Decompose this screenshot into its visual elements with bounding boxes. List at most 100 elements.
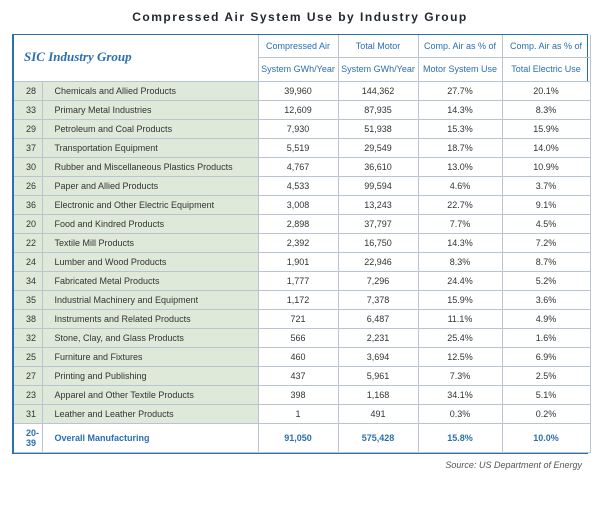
header-pct-electric-2: Total Electric Use [502, 58, 590, 81]
header-total-motor-2: System GWh/Year [338, 58, 418, 81]
table-row: 34Fabricated Metal Products1,7777,29624.… [14, 271, 590, 290]
cell-comp-air: 2,392 [258, 233, 338, 252]
cell-comp-air: 4,767 [258, 157, 338, 176]
cell-total-motor: 7,378 [338, 290, 418, 309]
cell-pct-motor-total: 15.8% [418, 423, 502, 452]
table-row: 37Transportation Equipment5,51929,54918.… [14, 138, 590, 157]
cell-pct-motor: 8.3% [418, 252, 502, 271]
cell-total-motor: 6,487 [338, 309, 418, 328]
cell-comp-air: 1,172 [258, 290, 338, 309]
header-comp-air-1: Compressed Air [258, 35, 338, 58]
cell-name: Food and Kindred Products [42, 214, 258, 233]
table-row: 29Petroleum and Coal Products7,93051,938… [14, 119, 590, 138]
table-row: 31Leather and Leather Products14910.3%0.… [14, 404, 590, 423]
table-row: 33Primary Metal Industries12,60987,93514… [14, 100, 590, 119]
cell-sic: 23 [14, 385, 42, 404]
cell-name: Primary Metal Industries [42, 100, 258, 119]
cell-pct-motor: 7.3% [418, 366, 502, 385]
cell-total-motor: 1,168 [338, 385, 418, 404]
cell-pct-electric: 8.3% [502, 100, 590, 119]
cell-pct-electric: 6.9% [502, 347, 590, 366]
cell-pct-electric: 5.2% [502, 271, 590, 290]
cell-comp-air: 12,609 [258, 100, 338, 119]
table-row-total: 20-39Overall Manufacturing91,050575,4281… [14, 423, 590, 452]
header-industry-group: SIC Industry Group [14, 35, 258, 81]
cell-pct-motor: 25.4% [418, 328, 502, 347]
cell-pct-electric: 7.2% [502, 233, 590, 252]
cell-pct-electric: 10.9% [502, 157, 590, 176]
cell-name: Printing and Publishing [42, 366, 258, 385]
cell-sic: 35 [14, 290, 42, 309]
cell-pct-motor: 12.5% [418, 347, 502, 366]
cell-pct-electric-total: 10.0% [502, 423, 590, 452]
cell-comp-air: 437 [258, 366, 338, 385]
cell-comp-air: 398 [258, 385, 338, 404]
cell-comp-air: 4,533 [258, 176, 338, 195]
cell-total-motor: 22,946 [338, 252, 418, 271]
cell-name: Industrial Machinery and Equipment [42, 290, 258, 309]
source-text: Source: US Department of Energy [12, 460, 588, 470]
cell-total-motor: 51,938 [338, 119, 418, 138]
cell-total-motor: 144,362 [338, 81, 418, 100]
cell-sic: 28 [14, 81, 42, 100]
cell-sic: 32 [14, 328, 42, 347]
cell-pct-electric: 0.2% [502, 404, 590, 423]
cell-sic: 22 [14, 233, 42, 252]
cell-total-motor: 13,243 [338, 195, 418, 214]
cell-pct-electric: 4.9% [502, 309, 590, 328]
cell-name: Textile Mill Products [42, 233, 258, 252]
cell-comp-air: 1 [258, 404, 338, 423]
cell-name: Transportation Equipment [42, 138, 258, 157]
cell-sic: 36 [14, 195, 42, 214]
cell-pct-electric: 3.7% [502, 176, 590, 195]
cell-sic: 25 [14, 347, 42, 366]
cell-total-motor: 29,549 [338, 138, 418, 157]
cell-name: Apparel and Other Textile Products [42, 385, 258, 404]
cell-sic: 27 [14, 366, 42, 385]
cell-sic: 24 [14, 252, 42, 271]
table-row: 35Industrial Machinery and Equipment1,17… [14, 290, 590, 309]
cell-sic: 37 [14, 138, 42, 157]
cell-name: Chemicals and Allied Products [42, 81, 258, 100]
cell-comp-air: 566 [258, 328, 338, 347]
cell-pct-motor: 22.7% [418, 195, 502, 214]
cell-pct-motor: 27.7% [418, 81, 502, 100]
cell-pct-electric: 3.6% [502, 290, 590, 309]
cell-total-motor-total: 575,428 [338, 423, 418, 452]
cell-pct-electric: 8.7% [502, 252, 590, 271]
cell-total-motor: 491 [338, 404, 418, 423]
cell-pct-motor: 14.3% [418, 233, 502, 252]
table-row: 22Textile Mill Products2,39216,75014.3%7… [14, 233, 590, 252]
table-row: 27Printing and Publishing4375,9617.3%2.5… [14, 366, 590, 385]
table-container: SIC Industry Group Compressed Air Total … [12, 34, 588, 454]
cell-pct-motor: 14.3% [418, 100, 502, 119]
cell-name: Rubber and Miscellaneous Plastics Produc… [42, 157, 258, 176]
cell-sic: 26 [14, 176, 42, 195]
header-pct-electric-1: Comp. Air as % of [502, 35, 590, 58]
cell-name: Fabricated Metal Products [42, 271, 258, 290]
cell-comp-air: 1,777 [258, 271, 338, 290]
cell-pct-motor: 24.4% [418, 271, 502, 290]
cell-pct-motor: 0.3% [418, 404, 502, 423]
cell-comp-air: 7,930 [258, 119, 338, 138]
table-row: 30Rubber and Miscellaneous Plastics Prod… [14, 157, 590, 176]
cell-pct-motor: 7.7% [418, 214, 502, 233]
cell-sic: 34 [14, 271, 42, 290]
cell-total-motor: 7,296 [338, 271, 418, 290]
cell-comp-air: 5,519 [258, 138, 338, 157]
table-row: 20Food and Kindred Products2,89837,7977.… [14, 214, 590, 233]
table-row: 38Instruments and Related Products7216,4… [14, 309, 590, 328]
cell-pct-electric: 9.1% [502, 195, 590, 214]
cell-sic: 20 [14, 214, 42, 233]
cell-total-motor: 37,797 [338, 214, 418, 233]
cell-sic: 31 [14, 404, 42, 423]
cell-pct-electric: 20.1% [502, 81, 590, 100]
cell-pct-electric: 4.5% [502, 214, 590, 233]
page-title: Compressed Air System Use by Industry Gr… [12, 10, 588, 24]
cell-sic: 30 [14, 157, 42, 176]
cell-total-motor: 3,694 [338, 347, 418, 366]
cell-pct-electric: 1.6% [502, 328, 590, 347]
cell-comp-air-total: 91,050 [258, 423, 338, 452]
cell-pct-motor: 18.7% [418, 138, 502, 157]
cell-sic: 38 [14, 309, 42, 328]
